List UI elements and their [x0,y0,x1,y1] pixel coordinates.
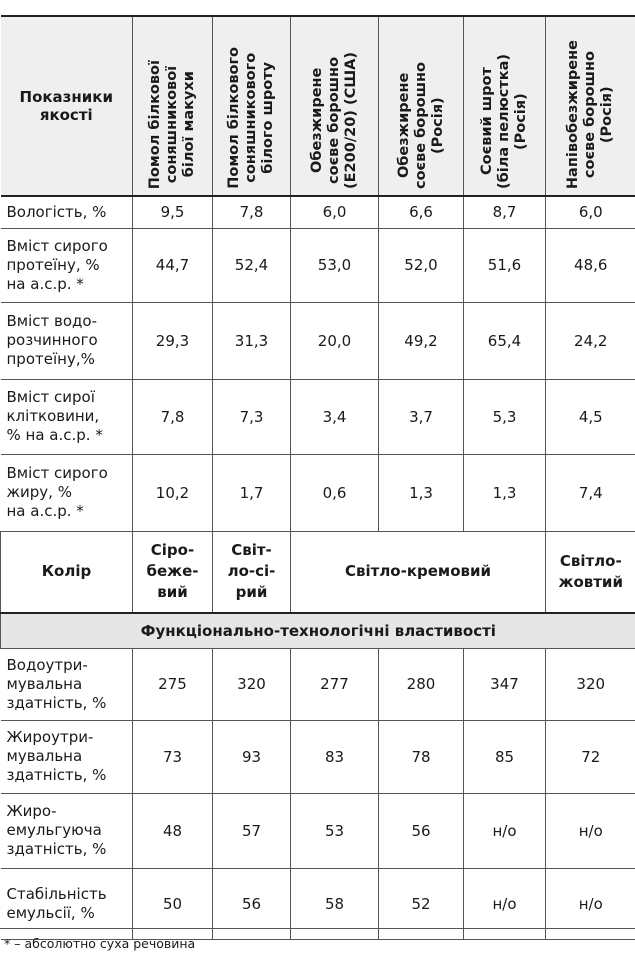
value-cell: 93 [212,719,291,794]
column-header: Помол білкової соняшникової білої макухи [132,15,213,197]
value-cell: 78 [378,719,464,794]
value-cell: 48,6 [545,227,635,303]
value-cell: 53 [290,792,379,869]
column-header: Обезжирене соєве борошно (Росія) [378,15,464,197]
value-cell: 53,0 [290,227,379,303]
value-cell: 58 [290,867,379,940]
value-cell: 49,2 [378,301,464,380]
row-label: Вологість, % [0,195,133,229]
value-cell: 83 [290,719,379,794]
value-cell: 44,7 [132,227,213,303]
table-row: Вміст сирого жиру, % на а.с.р. * 10,2 1,7 0… [0,453,635,532]
value-cell: 1,7 [212,453,291,532]
value-cell: 56 [378,792,464,869]
table-row: Жироутри- мувальна здатність, % 73 93 83 78 8… [0,719,635,794]
row-label: Жироутри- мувальна здатність, % [0,719,133,794]
value-cell: 9,5 [132,195,213,229]
value-cell: 56 [212,867,291,940]
value-cell: 7,3 [212,378,291,455]
value-cell: 275 [132,647,213,721]
value-cell: 6,0 [290,195,379,229]
column-header: Напівобезжирене соєве борошно (Росія) [545,15,635,197]
table-row: Стабільність емульсії, % 50 56 58 52 н/о н/о [0,867,635,940]
value-cell: 277 [290,647,379,721]
value-cell: 3,4 [290,378,379,455]
column-header: Соєвий шрот (біла пелюстка) (Росія) [463,15,546,197]
footnote: * – абсолютно суха речовина [4,936,196,951]
header-label: Показники якості [0,15,133,197]
value-cell: 320 [545,647,635,721]
value-cell: 52 [378,867,464,940]
value-cell: н/о [545,792,635,869]
section-title: Функціонально-технологічні властивості [0,612,635,649]
row-label: Колір [0,530,133,614]
value-cell: 1,3 [463,453,546,532]
value-cell: 52,0 [378,227,464,303]
row-label: Вміст сирого жиру, % на а.с.р. * [0,453,133,532]
value-cell: 4,5 [545,378,635,455]
value-cell: 52,4 [212,227,291,303]
table-row: Вологість, % 9,5 7,8 6,0 6,6 8,7 6,0 [0,195,635,229]
table-row: Вміст сирої клітковини, % на а.с.р. * 7,8… [0,378,635,455]
value-cell: 7,4 [545,453,635,532]
value-cell: н/о [463,867,546,940]
value-cell: 31,3 [212,301,291,380]
color-cell: Світ- ло-сі- рий [212,530,291,614]
column-header: Обезжирене соєве борошно (Е200/20) (США) [290,15,379,197]
value-cell: н/о [545,867,635,940]
value-cell: 10,2 [132,453,213,532]
color-cell: Сіро- беже- вий [132,530,213,614]
value-cell: 6,6 [378,195,464,229]
table-row: Водоутри- мувальна здатність, % 275 320 277… [0,647,635,721]
value-cell: 20,0 [290,301,379,380]
value-cell: 72 [545,719,635,794]
value-cell: 3,7 [378,378,464,455]
section-row: Функціонально-технологічні властивості [0,612,635,649]
value-cell: 347 [463,647,546,721]
color-cell: Світло- жовтий [545,530,635,614]
value-cell: 320 [212,647,291,721]
table-row: Жиро- емульгуюча здатність, % 48 57 53 56 н/о… [0,792,635,869]
value-cell: 1,3 [378,453,464,532]
value-cell: 8,7 [463,195,546,229]
row-label: Водоутри- мувальна здатність, % [0,647,133,721]
color-cell: Світло-кремовий [290,530,546,614]
value-cell: 0,6 [290,453,379,532]
table-row: Вміст водо- розчинного протеїну,% 29,3 31,… [0,301,635,380]
row-label: Вміст сирої клітковини, % на а.с.р. * [0,378,133,455]
value-cell: 85 [463,719,546,794]
table-row: Вміст сирого протеїну, % на а.с.р. * 44,7… [0,227,635,303]
value-cell: 73 [132,719,213,794]
header-row: Показники якості Помол білкової соняшник… [0,15,635,197]
footnote-divider [0,928,635,929]
color-row: Колір Сіро- беже- вий Світ- ло-сі- рий С… [0,530,635,614]
column-header: Помол білкового соняшникового білого шро… [212,15,291,197]
value-cell: 280 [378,647,464,721]
value-cell: 51,6 [463,227,546,303]
value-cell: 24,2 [545,301,635,380]
row-label: Стабільність емульсії, % [0,867,133,940]
quality-table: Показники якості Помол білкової соняшник… [0,15,635,940]
value-cell: 7,8 [212,195,291,229]
value-cell: н/о [463,792,546,869]
value-cell: 7,8 [132,378,213,455]
value-cell: 57 [212,792,291,869]
row-label: Вміст водо- розчинного протеїну,% [0,301,133,380]
value-cell: 48 [132,792,213,869]
value-cell: 65,4 [463,301,546,380]
row-label: Жиро- емульгуюча здатність, % [0,792,133,869]
row-label: Вміст сирого протеїну, % на а.с.р. * [0,227,133,303]
value-cell: 5,3 [463,378,546,455]
value-cell: 29,3 [132,301,213,380]
value-cell: 50 [132,867,213,940]
value-cell: 6,0 [545,195,635,229]
